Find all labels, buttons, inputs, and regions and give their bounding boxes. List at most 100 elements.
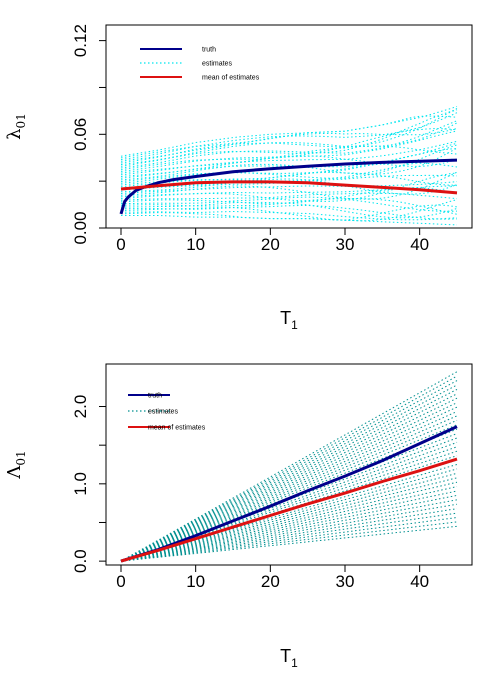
y-axis-label-subscript: 01 bbox=[14, 450, 28, 465]
estimate-curve bbox=[121, 210, 458, 221]
estimate-curve bbox=[120, 446, 458, 562]
legend-mean-label: mean of estimates bbox=[148, 425, 206, 432]
x-tick-label: 30 bbox=[336, 572, 355, 591]
estimate-curve bbox=[120, 196, 458, 212]
legend-truth-label: truth bbox=[148, 393, 162, 400]
estimate-curve bbox=[120, 185, 458, 198]
y-axis-ticks: 0.00 0.06 0.12 bbox=[71, 24, 107, 245]
estimate-curve bbox=[120, 494, 458, 562]
x-tick-label: 0 bbox=[116, 572, 125, 591]
estimate-curve bbox=[120, 127, 458, 162]
y-axis-label-symbol: λ bbox=[4, 128, 25, 139]
estimate-curve bbox=[121, 215, 458, 226]
estimate-curve bbox=[120, 144, 458, 184]
x-tick-label: 40 bbox=[410, 572, 429, 591]
estimate-curve bbox=[120, 140, 458, 176]
estimate-curve bbox=[120, 192, 458, 201]
estimate-curve bbox=[121, 201, 458, 219]
estimate-curve bbox=[120, 172, 458, 202]
x-axis-label: T1 bbox=[280, 646, 298, 670]
y-axis-ticks: 0.0 1.0 2.0 bbox=[71, 395, 107, 573]
estimates-curves bbox=[120, 371, 458, 562]
x-axis-label-subscript: 1 bbox=[291, 656, 298, 670]
x-axis-ticks: 0 10 20 30 40 bbox=[116, 227, 429, 254]
estimate-curve bbox=[120, 508, 458, 562]
estimate-curve bbox=[120, 415, 458, 562]
truth-line bbox=[120, 425, 458, 563]
y-axis-label-symbol: Λ bbox=[4, 465, 25, 480]
y-tick-label: 0.12 bbox=[71, 24, 90, 57]
legend: truth estimates mean of estimates bbox=[140, 47, 260, 82]
estimate-curve bbox=[120, 204, 458, 221]
y-tick-label: 0.0 bbox=[71, 549, 90, 573]
y-axis-label: Λ01 bbox=[4, 450, 28, 479]
estimate-curve bbox=[120, 171, 458, 200]
estimate-curve bbox=[120, 503, 458, 562]
estimate-curve bbox=[120, 477, 458, 562]
estimate-curve bbox=[120, 128, 458, 171]
estimate-curve bbox=[120, 406, 458, 562]
estimate-curve bbox=[120, 115, 458, 159]
Lambda01-cumulative-panel: 0 10 20 30 40 0.01.02.0 truth estimates mean… bbox=[4, 363, 473, 670]
y-tick-label: 2.0 bbox=[71, 395, 90, 419]
x-axis-label-main: T bbox=[280, 646, 291, 666]
estimate-curve bbox=[120, 198, 458, 215]
estimate-curve bbox=[120, 521, 458, 562]
mean-of-estimates-line bbox=[120, 457, 458, 563]
estimate-curve bbox=[120, 411, 458, 562]
x-axis-label: T1 bbox=[280, 308, 298, 332]
estimate-curve bbox=[120, 178, 458, 195]
estimate-curve bbox=[120, 106, 458, 157]
x-tick-label: 10 bbox=[186, 235, 205, 254]
x-tick-label: 0 bbox=[116, 235, 125, 254]
legend-estimates-label: estimates bbox=[148, 409, 178, 416]
estimate-curve bbox=[120, 375, 458, 562]
legend-mean-label: mean of estimates bbox=[202, 75, 260, 82]
legend-estimates-label: estimates bbox=[202, 61, 232, 68]
estimate-curve bbox=[120, 512, 458, 562]
y-tick-label: 1.0 bbox=[71, 472, 90, 496]
y-tick-label: 0.06 bbox=[71, 118, 90, 151]
estimate-curve bbox=[120, 419, 458, 562]
estimate-curve bbox=[120, 525, 458, 562]
lambda01-panel: 0 10 20 30 40 0.000.060.12 truth estimates m… bbox=[4, 24, 473, 332]
estimate-curve bbox=[120, 145, 458, 174]
x-tick-label: 10 bbox=[186, 572, 205, 591]
legend-truth-label: truth bbox=[202, 47, 216, 54]
estimate-curve bbox=[120, 397, 458, 562]
estimate-curve bbox=[120, 122, 458, 166]
estimate-curve bbox=[120, 481, 458, 562]
estimate-curve bbox=[120, 393, 458, 562]
estimate-curve bbox=[120, 499, 458, 562]
estimate-curve bbox=[120, 148, 458, 183]
x-tick-label: 30 bbox=[336, 235, 355, 254]
y-axis-label-subscript: 01 bbox=[14, 113, 28, 128]
estimate-curve bbox=[120, 147, 458, 181]
estimate-curve bbox=[120, 120, 458, 169]
estimates-curves bbox=[120, 106, 458, 226]
estimate-curve bbox=[120, 490, 458, 562]
estimate-curve bbox=[120, 486, 458, 562]
estimate-curve bbox=[121, 205, 458, 220]
x-axis-label-subscript: 1 bbox=[291, 318, 298, 332]
estimate-curve bbox=[120, 472, 458, 562]
x-tick-label: 40 bbox=[410, 235, 429, 254]
estimate-curve bbox=[120, 450, 458, 562]
estimate-curve bbox=[120, 181, 458, 194]
estimate-curve bbox=[120, 112, 458, 161]
truth-line bbox=[119, 158, 458, 215]
estimate-curve bbox=[120, 517, 458, 562]
x-tick-label: 20 bbox=[261, 235, 280, 254]
y-tick-label: 0.00 bbox=[71, 211, 90, 244]
estimate-curve bbox=[120, 388, 458, 562]
estimate-curve bbox=[120, 424, 458, 562]
mean-of-estimates-line bbox=[120, 180, 458, 195]
y-axis-label: λ01 bbox=[4, 113, 28, 140]
x-axis-label-main: T bbox=[280, 308, 291, 328]
x-tick-label: 20 bbox=[261, 572, 280, 591]
estimate-curve bbox=[120, 371, 458, 562]
estimate-curve bbox=[120, 384, 458, 562]
estimate-curve bbox=[120, 441, 458, 562]
x-axis-ticks: 0 10 20 30 40 bbox=[116, 564, 429, 591]
